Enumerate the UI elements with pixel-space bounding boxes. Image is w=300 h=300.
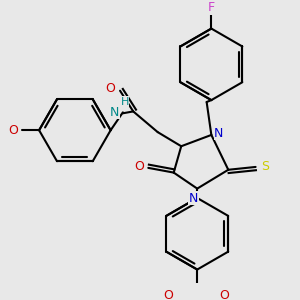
Text: O: O <box>106 82 116 95</box>
Text: S: S <box>261 160 269 173</box>
Text: N: N <box>214 127 224 140</box>
Text: H: H <box>121 97 129 107</box>
Text: O: O <box>134 160 144 172</box>
Text: O: O <box>9 124 19 137</box>
Text: N: N <box>189 191 198 205</box>
Text: F: F <box>208 2 215 14</box>
Text: O: O <box>220 290 230 300</box>
Text: N: N <box>110 106 119 119</box>
Text: O: O <box>163 290 173 300</box>
